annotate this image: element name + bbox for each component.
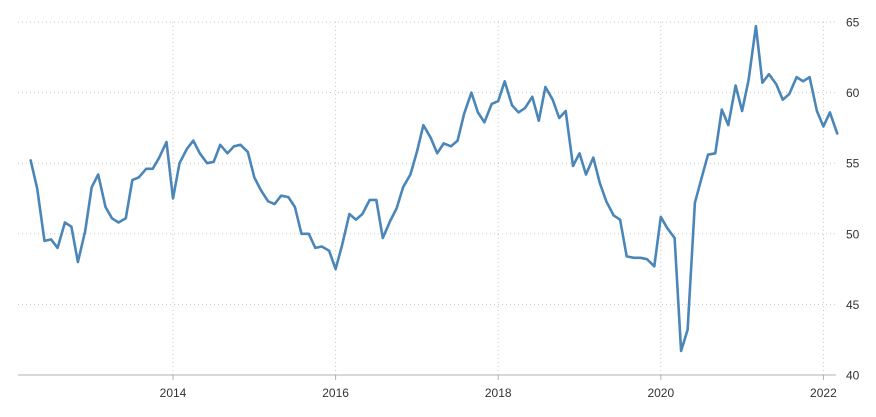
series-layer [29,24,839,353]
y-tick-label: 45 [846,298,860,312]
axes [18,374,836,380]
y-tick-label: 60 [846,86,860,100]
y-tick-label: 50 [846,227,860,241]
x-tick-label: 2018 [485,386,512,400]
y-tick-label: 40 [846,369,860,383]
tick-labels: 40 45 50 55 60 65 2014 2016 2018 2020 2022 [160,16,860,401]
gridlines [18,21,836,375]
series-line [29,24,839,353]
x-tick-label: 2020 [647,386,674,400]
x-tick-label: 2016 [322,386,349,400]
y-tick-label: 65 [846,16,860,30]
x-tick-label: 2022 [810,386,837,400]
y-tick-label: 55 [846,157,860,171]
x-tick-label: 2014 [160,386,187,400]
